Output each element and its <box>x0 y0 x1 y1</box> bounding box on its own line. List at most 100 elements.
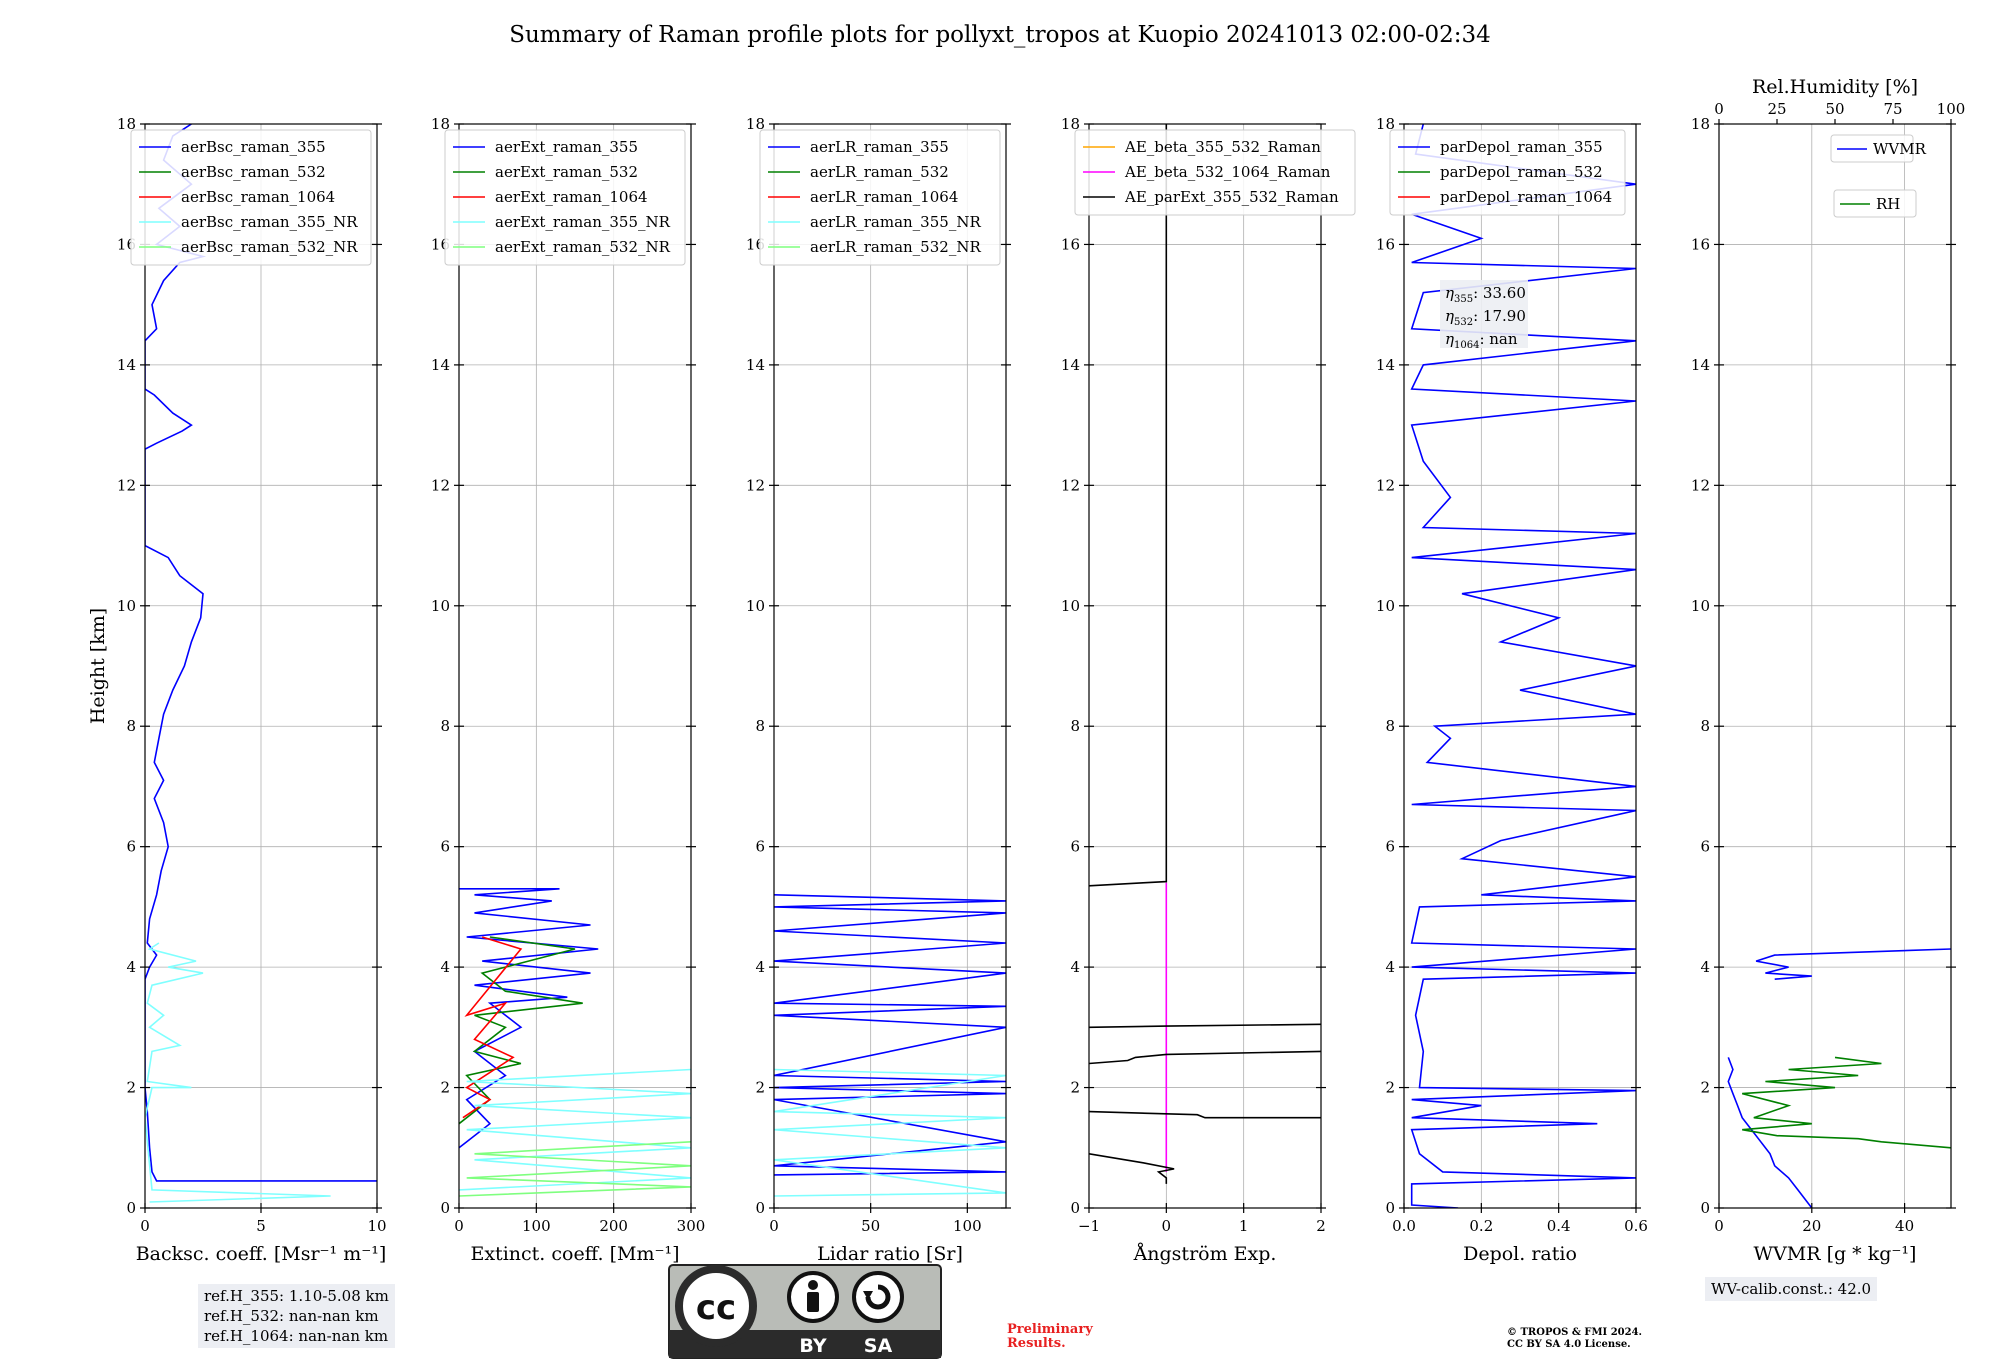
y-tick-label: 4 <box>755 958 765 976</box>
legend-label: WVMR <box>1873 140 1927 158</box>
x-tick-label: 40 <box>1895 1217 1914 1235</box>
share-alike-icon <box>852 1271 904 1323</box>
legend-label: AE_beta_355_532_Raman <box>1124 138 1321 156</box>
y-tick-label: 18 <box>1376 115 1395 133</box>
series-line-AE_parExt_355_532_Raman <box>1089 1023 1321 1029</box>
legend-box <box>1074 129 1356 216</box>
series-line-aerLR_raman_355_NR <box>774 1068 1006 1197</box>
preliminary-note: Preliminary Results. <box>1007 1323 1093 1351</box>
series-line-aerExt_raman_532_NR <box>459 1141 691 1197</box>
legend-label: aerExt_raman_532 <box>495 163 638 181</box>
y-tick-label: 14 <box>431 356 450 374</box>
x-axis-label: Lidar ratio [Sr] <box>817 1243 963 1265</box>
legend-box <box>1833 189 1917 218</box>
y-tick-label: 4 <box>1070 958 1080 976</box>
y-axis-label: Height [km] <box>87 608 109 724</box>
ref-height-1064: ref.H_1064: nan-nan km <box>204 1327 389 1345</box>
x2-tick-label: 0 <box>1714 100 1724 118</box>
ref-height-532: ref.H_532: nan-nan km <box>204 1307 379 1325</box>
y-tick-label: 12 <box>431 476 450 494</box>
sa-label: SA <box>864 1335 893 1357</box>
plot-frame <box>773 123 1007 1209</box>
x-axis-label: Ångström Exp. <box>1133 1243 1277 1265</box>
y-tick-label: 18 <box>117 115 136 133</box>
cc-logo-text: cc <box>696 1288 736 1328</box>
x-axis-label: Backsc. coeff. [Msr⁻¹ m⁻¹] <box>136 1243 387 1265</box>
legend-label: aerBsc_raman_532_NR <box>181 238 358 256</box>
y-tick-label: 14 <box>1691 356 1710 374</box>
x2-tick-label: 25 <box>1767 100 1786 118</box>
y-tick-label: 0 <box>1700 1199 1710 1217</box>
y-tick-label: 2 <box>1700 1079 1710 1097</box>
y-tick-label: 0 <box>755 1199 765 1217</box>
y-tick-label: 4 <box>1700 958 1710 976</box>
legend-label: parDepol_raman_355 <box>1440 138 1603 156</box>
y-tick-label: 10 <box>117 597 136 615</box>
legend-box <box>1389 129 1626 216</box>
y-tick-label: 10 <box>431 597 450 615</box>
x-tick-label: 10 <box>367 1217 386 1235</box>
y-tick-label: 18 <box>431 115 450 133</box>
legend-label: parDepol_raman_1064 <box>1440 188 1612 206</box>
y-tick-label: 8 <box>755 717 765 735</box>
copyright-line-1: © TROPOS & FMI 2024. <box>1507 1327 1643 1338</box>
legend-label: aerLR_raman_355 <box>810 138 949 156</box>
legend-label: parDepol_raman_532 <box>1440 163 1603 181</box>
x-tick-label: 0 <box>1714 1217 1724 1235</box>
legend-label: AE_parExt_355_532_Raman <box>1124 188 1339 206</box>
series-line-parDepol_raman_355 <box>1410 124 1636 1208</box>
x-tick-label: 0 <box>1162 1217 1172 1235</box>
eta-label: η355: 33.60 <box>1445 284 1526 305</box>
series-group <box>459 887 691 1197</box>
x2-tick-label: 50 <box>1825 100 1844 118</box>
legend-label: aerExt_raman_355 <box>495 138 638 156</box>
series-line-AE_parExt_355_532_Raman <box>1089 1110 1321 1119</box>
copyright-line-2: CC BY SA 4.0 License. <box>1507 1339 1631 1350</box>
y-tick-label: 18 <box>1061 115 1080 133</box>
y-tick-label: 2 <box>1070 1079 1080 1097</box>
chart-panel-depol: 0 2 4 6 8 10 12 14 16 18 0.0 0.2 0.4 0.6 Depol. ratio p… <box>1376 115 1648 1265</box>
x-tick-label: 200 <box>599 1217 628 1235</box>
legend-box <box>759 129 1001 266</box>
legend-label: AE_beta_532_1064_Raman <box>1124 163 1331 181</box>
series-line-aerExt_raman_355 <box>459 887 599 1149</box>
x-tick-label: 100 <box>953 1217 982 1235</box>
x-tick-label: 20 <box>1802 1217 1821 1235</box>
y-tick-label: 12 <box>746 476 765 494</box>
series-line-AE_parExt_355_532_Raman <box>1089 1050 1321 1065</box>
y-tick-label: 2 <box>440 1079 450 1097</box>
ref-height-355: ref.H_355: 1.10-5.08 km <box>204 1287 389 1305</box>
legend-label: aerBsc_raman_532 <box>181 163 326 181</box>
copyright-note: © TROPOS & FMI 2024. CC BY SA 4.0 Licens… <box>1507 1327 1642 1351</box>
y-tick-label: 16 <box>1376 235 1395 253</box>
x-tick-label: 0 <box>140 1217 150 1235</box>
legend-box <box>1830 134 1914 163</box>
page-title: Summary of Raman profile plots for polly… <box>509 22 1491 48</box>
x-tick-label: 0 <box>769 1217 779 1235</box>
by-label: BY <box>799 1335 826 1357</box>
y-tick-label: 14 <box>117 356 136 374</box>
series-group <box>774 894 1006 1197</box>
legend-label: aerLR_raman_1064 <box>810 188 958 206</box>
x-tick-label: −1 <box>1078 1217 1100 1235</box>
y-tick-label: 18 <box>1691 115 1710 133</box>
y-tick-label: 10 <box>1691 597 1710 615</box>
y-tick-label: 8 <box>440 717 450 735</box>
y-tick-label: 4 <box>126 958 136 976</box>
legend-label: aerExt_raman_1064 <box>495 188 648 206</box>
y-tick-label: 18 <box>746 115 765 133</box>
y-tick-label: 2 <box>755 1079 765 1097</box>
series-line-aerExt_raman_1064 <box>462 936 523 1119</box>
legend-box <box>444 129 686 266</box>
y-tick-label: 4 <box>1385 958 1395 976</box>
legend-label: aerLR_raman_355_NR <box>810 213 981 231</box>
y-tick-label: 6 <box>1070 838 1080 856</box>
series-line-RH <box>1741 1056 1951 1149</box>
plot-frame <box>1088 123 1322 1209</box>
y-tick-label: 10 <box>746 597 765 615</box>
y-tick-label: 16 <box>1691 235 1710 253</box>
y-tick-label: 6 <box>1385 838 1395 856</box>
preliminary-line-1: Preliminary <box>1007 1322 1093 1337</box>
series-group <box>1410 124 1636 1208</box>
